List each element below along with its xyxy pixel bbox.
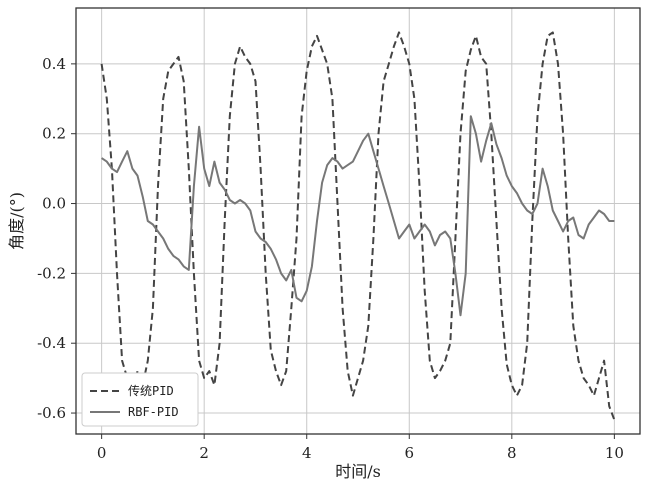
y-tick-label: -0.4 (37, 334, 66, 352)
x-tick-label: 0 (97, 444, 107, 462)
x-tick-label: 4 (302, 444, 312, 462)
legend-label-traditional-pid: 传统PID (128, 383, 174, 398)
legend-label-rbf-pid: RBF-PID (128, 405, 179, 419)
x-tick-label: 8 (507, 444, 517, 462)
y-tick-label: -0.2 (37, 264, 66, 282)
y-tick-label: -0.6 (37, 404, 66, 422)
series-line-traditional-pid (100, 31, 616, 421)
y-tick-label: 0.2 (42, 125, 66, 143)
x-tick-label: 6 (404, 444, 414, 462)
ticks: 0 2 4 6 8 10 0.4 0.2 0.0 -0.2 -0.4 -0.6 (37, 55, 624, 462)
x-axis-label: 时间/s (335, 462, 381, 481)
legend: 传统PID RBF-PID (81, 372, 199, 427)
y-axis-label: 角度/(°) (7, 192, 26, 250)
plot-frame (75, 7, 641, 435)
x-tick-label: 2 (199, 444, 209, 462)
grid (76, 8, 640, 434)
y-tick-label: 0.0 (42, 195, 66, 213)
series-lines (100, 31, 616, 421)
x-tick-label: 10 (605, 444, 624, 462)
series-line-rbf-pid (101, 115, 615, 317)
y-tick-label: 0.4 (42, 55, 66, 73)
